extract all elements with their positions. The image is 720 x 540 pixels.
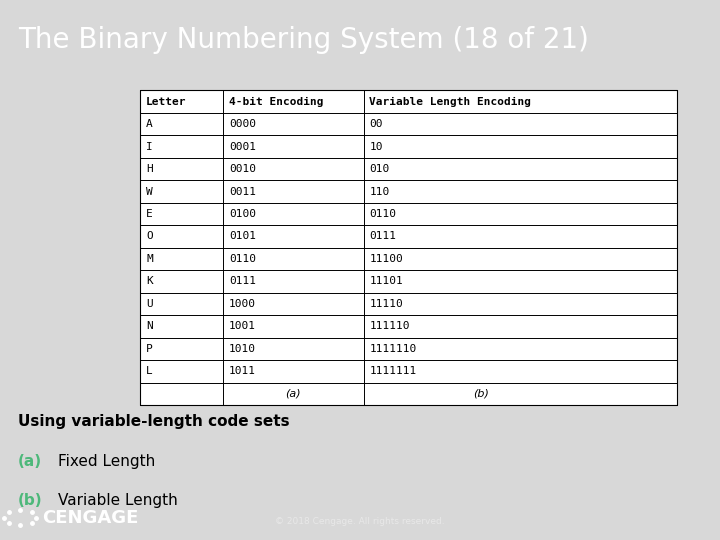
Text: 010: 010 xyxy=(369,164,390,174)
Text: 0011: 0011 xyxy=(229,186,256,197)
Text: 1111110: 1111110 xyxy=(369,344,417,354)
Text: A: A xyxy=(146,119,153,129)
Text: 0111: 0111 xyxy=(229,276,256,286)
Text: Letter: Letter xyxy=(146,97,186,106)
Text: Variable Length Encoding: Variable Length Encoding xyxy=(369,97,531,106)
Text: 0001: 0001 xyxy=(229,141,256,152)
Text: 1011: 1011 xyxy=(229,366,256,376)
Text: P: P xyxy=(146,344,153,354)
Text: 1001: 1001 xyxy=(229,321,256,332)
Text: Variable Length: Variable Length xyxy=(58,494,177,509)
Text: 1000: 1000 xyxy=(229,299,256,309)
Text: 11110: 11110 xyxy=(369,299,403,309)
Text: L: L xyxy=(146,366,153,376)
Text: 0111: 0111 xyxy=(369,232,396,241)
Text: E: E xyxy=(146,209,153,219)
Text: 0000: 0000 xyxy=(229,119,256,129)
Text: The Binary Numbering System (18 of 21): The Binary Numbering System (18 of 21) xyxy=(18,26,589,54)
Text: (a): (a) xyxy=(18,454,42,469)
Text: 110: 110 xyxy=(369,186,390,197)
Text: 0100: 0100 xyxy=(229,209,256,219)
Text: (a): (a) xyxy=(286,389,301,399)
Text: K: K xyxy=(146,276,153,286)
Text: 0010: 0010 xyxy=(229,164,256,174)
Text: © 2018 Cengage. All rights reserved.: © 2018 Cengage. All rights reserved. xyxy=(275,517,445,526)
Bar xyxy=(140,90,677,405)
Text: 0101: 0101 xyxy=(229,232,256,241)
Text: 00: 00 xyxy=(369,119,383,129)
Text: 11100: 11100 xyxy=(369,254,403,264)
Text: (b): (b) xyxy=(472,389,489,399)
Text: 11101: 11101 xyxy=(369,276,403,286)
Text: 10: 10 xyxy=(369,141,383,152)
Text: M: M xyxy=(146,254,153,264)
Text: 4-bit Encoding: 4-bit Encoding xyxy=(229,97,323,106)
Text: Using variable-length code sets: Using variable-length code sets xyxy=(18,414,289,429)
Text: Fixed Length: Fixed Length xyxy=(58,454,155,469)
Text: 0110: 0110 xyxy=(369,209,396,219)
Text: 0110: 0110 xyxy=(229,254,256,264)
Text: N: N xyxy=(146,321,153,332)
Text: W: W xyxy=(146,186,153,197)
Text: H: H xyxy=(146,164,153,174)
Text: U: U xyxy=(146,299,153,309)
Text: I: I xyxy=(146,141,153,152)
Text: (b): (b) xyxy=(18,494,42,509)
Text: 1010: 1010 xyxy=(229,344,256,354)
Text: CENGAGE: CENGAGE xyxy=(42,509,138,526)
Text: 1111111: 1111111 xyxy=(369,366,417,376)
Text: O: O xyxy=(146,232,153,241)
Text: 111110: 111110 xyxy=(369,321,410,332)
